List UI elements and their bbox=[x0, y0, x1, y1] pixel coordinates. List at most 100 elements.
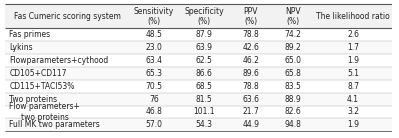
Bar bbox=[5, 93, 129, 106]
Bar bbox=[272, 54, 314, 67]
Text: 63.4: 63.4 bbox=[146, 56, 162, 65]
Text: Lykins: Lykins bbox=[9, 43, 33, 52]
Text: 57.0: 57.0 bbox=[146, 120, 162, 129]
Bar bbox=[129, 54, 179, 67]
Text: 1.9: 1.9 bbox=[347, 120, 359, 129]
Text: CD105+CD117: CD105+CD117 bbox=[9, 69, 67, 78]
Bar bbox=[229, 118, 272, 131]
Text: Fas Cumeric scoring system: Fas Cumeric scoring system bbox=[14, 12, 120, 21]
Bar bbox=[129, 67, 179, 80]
Bar bbox=[314, 80, 392, 93]
Bar bbox=[129, 106, 179, 118]
Text: 8.7: 8.7 bbox=[347, 82, 359, 91]
Text: PPV
(%): PPV (%) bbox=[243, 7, 258, 26]
Bar bbox=[272, 67, 314, 80]
Bar bbox=[272, 41, 314, 54]
Text: 3.2: 3.2 bbox=[347, 108, 359, 116]
Bar bbox=[5, 28, 129, 41]
Text: 46.2: 46.2 bbox=[242, 56, 259, 65]
Bar bbox=[314, 67, 392, 80]
Bar bbox=[314, 41, 392, 54]
Text: 2.6: 2.6 bbox=[347, 30, 359, 39]
Text: 74.2: 74.2 bbox=[285, 30, 302, 39]
Text: Flowparameters+cythood: Flowparameters+cythood bbox=[9, 56, 109, 65]
Text: 78.8: 78.8 bbox=[242, 30, 259, 39]
Bar bbox=[179, 54, 229, 67]
Text: Full MK two parameters: Full MK two parameters bbox=[9, 120, 100, 129]
Text: 42.6: 42.6 bbox=[242, 43, 259, 52]
Text: 94.8: 94.8 bbox=[285, 120, 302, 129]
Bar bbox=[129, 41, 179, 54]
Bar bbox=[179, 67, 229, 80]
Text: 83.5: 83.5 bbox=[285, 82, 302, 91]
Bar bbox=[179, 93, 229, 106]
Text: 21.7: 21.7 bbox=[242, 108, 259, 116]
Text: 87.9: 87.9 bbox=[196, 30, 213, 39]
Text: 23.0: 23.0 bbox=[146, 43, 162, 52]
Bar bbox=[272, 28, 314, 41]
Text: Fas primes: Fas primes bbox=[9, 30, 50, 39]
Bar bbox=[5, 41, 129, 54]
Bar bbox=[314, 28, 392, 41]
Bar bbox=[272, 106, 314, 118]
Text: 54.3: 54.3 bbox=[196, 120, 213, 129]
Text: 76: 76 bbox=[149, 95, 159, 104]
Bar bbox=[179, 118, 229, 131]
Text: NPV
(%): NPV (%) bbox=[285, 7, 301, 26]
Bar bbox=[229, 41, 272, 54]
Bar bbox=[5, 54, 129, 67]
Text: 46.8: 46.8 bbox=[146, 108, 162, 116]
Text: 89.2: 89.2 bbox=[285, 43, 302, 52]
Text: The likelihood ratio: The likelihood ratio bbox=[316, 12, 390, 21]
Text: Sensitivity
(%): Sensitivity (%) bbox=[134, 7, 174, 26]
Text: 62.5: 62.5 bbox=[196, 56, 213, 65]
Bar bbox=[229, 54, 272, 67]
Text: 68.5: 68.5 bbox=[196, 82, 213, 91]
Text: CD115+TACI53%: CD115+TACI53% bbox=[9, 82, 75, 91]
Bar bbox=[229, 80, 272, 93]
Bar bbox=[314, 118, 392, 131]
Bar bbox=[5, 80, 129, 93]
Bar bbox=[314, 54, 392, 67]
Bar bbox=[229, 28, 272, 41]
Bar bbox=[179, 80, 229, 93]
Bar bbox=[129, 80, 179, 93]
Bar bbox=[179, 106, 229, 118]
Text: 5.1: 5.1 bbox=[347, 69, 359, 78]
Text: Two proteins: Two proteins bbox=[9, 95, 57, 104]
Text: 1.7: 1.7 bbox=[347, 43, 359, 52]
Text: 65.8: 65.8 bbox=[285, 69, 302, 78]
Text: 63.6: 63.6 bbox=[242, 95, 259, 104]
Bar bbox=[272, 80, 314, 93]
Text: 48.5: 48.5 bbox=[146, 30, 162, 39]
Text: 44.9: 44.9 bbox=[242, 120, 259, 129]
Text: 63.9: 63.9 bbox=[196, 43, 213, 52]
Bar bbox=[5, 106, 129, 118]
Bar bbox=[179, 28, 229, 41]
Bar bbox=[314, 106, 392, 118]
Bar bbox=[314, 93, 392, 106]
Text: 65.0: 65.0 bbox=[284, 56, 302, 65]
Bar bbox=[229, 106, 272, 118]
Text: 89.6: 89.6 bbox=[242, 69, 259, 78]
Bar bbox=[272, 93, 314, 106]
Text: 4.1: 4.1 bbox=[347, 95, 359, 104]
Bar bbox=[5, 67, 129, 80]
Bar bbox=[129, 28, 179, 41]
Text: Specificity
(%): Specificity (%) bbox=[184, 7, 224, 26]
Bar bbox=[5, 4, 392, 28]
Text: 81.5: 81.5 bbox=[196, 95, 213, 104]
Text: 82.6: 82.6 bbox=[285, 108, 302, 116]
Bar bbox=[5, 118, 129, 131]
Bar bbox=[229, 67, 272, 80]
Bar bbox=[129, 118, 179, 131]
Bar bbox=[272, 118, 314, 131]
Bar bbox=[229, 93, 272, 106]
Bar bbox=[179, 41, 229, 54]
Bar bbox=[129, 93, 179, 106]
Text: 86.6: 86.6 bbox=[196, 69, 213, 78]
Text: 70.5: 70.5 bbox=[146, 82, 162, 91]
Text: 101.1: 101.1 bbox=[194, 108, 215, 116]
Text: Flow parameters+
two proteins: Flow parameters+ two proteins bbox=[9, 102, 80, 122]
Text: 65.3: 65.3 bbox=[146, 69, 162, 78]
